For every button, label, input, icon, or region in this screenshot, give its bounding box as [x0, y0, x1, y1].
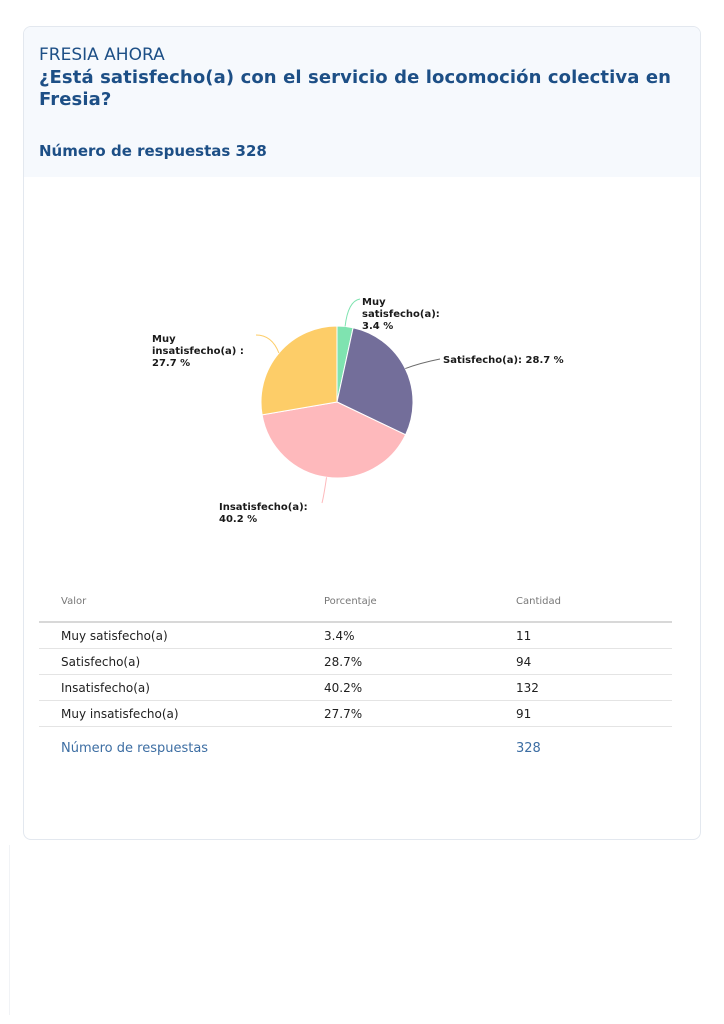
pie-chart: Muy satisfecho(a): 3.4 % Satisfecho(a): 28.… [152, 297, 564, 525]
question-title: ¿Está satisfecho(a) con el servicio de l… [39, 67, 672, 110]
row-porcentaje: 28.7% [302, 648, 494, 675]
card-header: FRESIA AHORA ¿Está satisfecho(a) con el … [24, 27, 700, 177]
header-porcentaje: Porcentaje [302, 582, 494, 623]
pie-slice-insatisfecho-a [261, 401, 407, 479]
row-porcentaje: 27.7% [302, 700, 494, 727]
table-total-row: Número de respuestas 328 [39, 727, 672, 770]
header-cantidad: Cantidad [494, 582, 672, 623]
responses-count: Número de respuestas 328 [39, 142, 267, 160]
connector-muy-satisfecho-a [344, 298, 361, 327]
row-valor: Satisfecho(a) [39, 648, 302, 675]
pie-chart-area: Muy satisfecho(a): 3.4 % Satisfecho(a): 28.… [24, 177, 700, 577]
row-valor: Muy satisfecho(a) [39, 622, 302, 649]
data-label-insatisfecho-a: Insatisfecho(a): 40.2 % [219, 502, 308, 525]
row-cantidad: 91 [494, 700, 672, 727]
row-porcentaje: 40.2% [302, 674, 494, 701]
connector-muy-insatisfecho-a [255, 334, 280, 354]
table-row: Insatisfecho(a) 40.2% 132 [39, 674, 672, 701]
row-valor: Muy insatisfecho(a) [39, 700, 302, 727]
pie-slice-muy-insatisfecho-a [260, 325, 338, 416]
data-label-satisfecho-a: Satisfecho(a): 28.7 % [443, 355, 564, 366]
header-valor: Valor [39, 582, 302, 623]
results-table: Valor Porcentaje Cantidad Muy satisfecho… [39, 582, 672, 769]
row-valor: Insatisfecho(a) [39, 674, 302, 701]
pie-slice-satisfecho-a [336, 327, 414, 436]
table-row: Muy insatisfecho(a) 27.7% 91 [39, 700, 672, 727]
connector-insatisfecho-a [321, 477, 328, 504]
data-label-muy-insatisfecho-a: Muy insatisfecho(a) :27.7 % [152, 334, 244, 369]
table-header-row: Valor Porcentaje Cantidad [39, 582, 672, 623]
table-row: Satisfecho(a) 28.7% 94 [39, 648, 672, 675]
page-side-rule [9, 845, 10, 1015]
total-label: Número de respuestas [61, 740, 209, 756]
row-cantidad: 132 [494, 674, 672, 701]
survey-name: FRESIA AHORA [39, 45, 165, 65]
table-row: Muy satisfecho(a) 3.4% 11 [39, 622, 672, 649]
row-cantidad: 11 [494, 622, 672, 649]
total-value: 328 [516, 740, 541, 756]
row-porcentaje: 3.4% [302, 622, 494, 649]
survey-card: FRESIA AHORA ¿Está satisfecho(a) con el … [23, 26, 701, 840]
row-cantidad: 94 [494, 648, 672, 675]
data-label-muy-satisfecho-a: Muy satisfecho(a): 3.4 % [362, 297, 440, 332]
total-empty [302, 727, 494, 770]
connector-satisfecho-a [405, 358, 441, 370]
